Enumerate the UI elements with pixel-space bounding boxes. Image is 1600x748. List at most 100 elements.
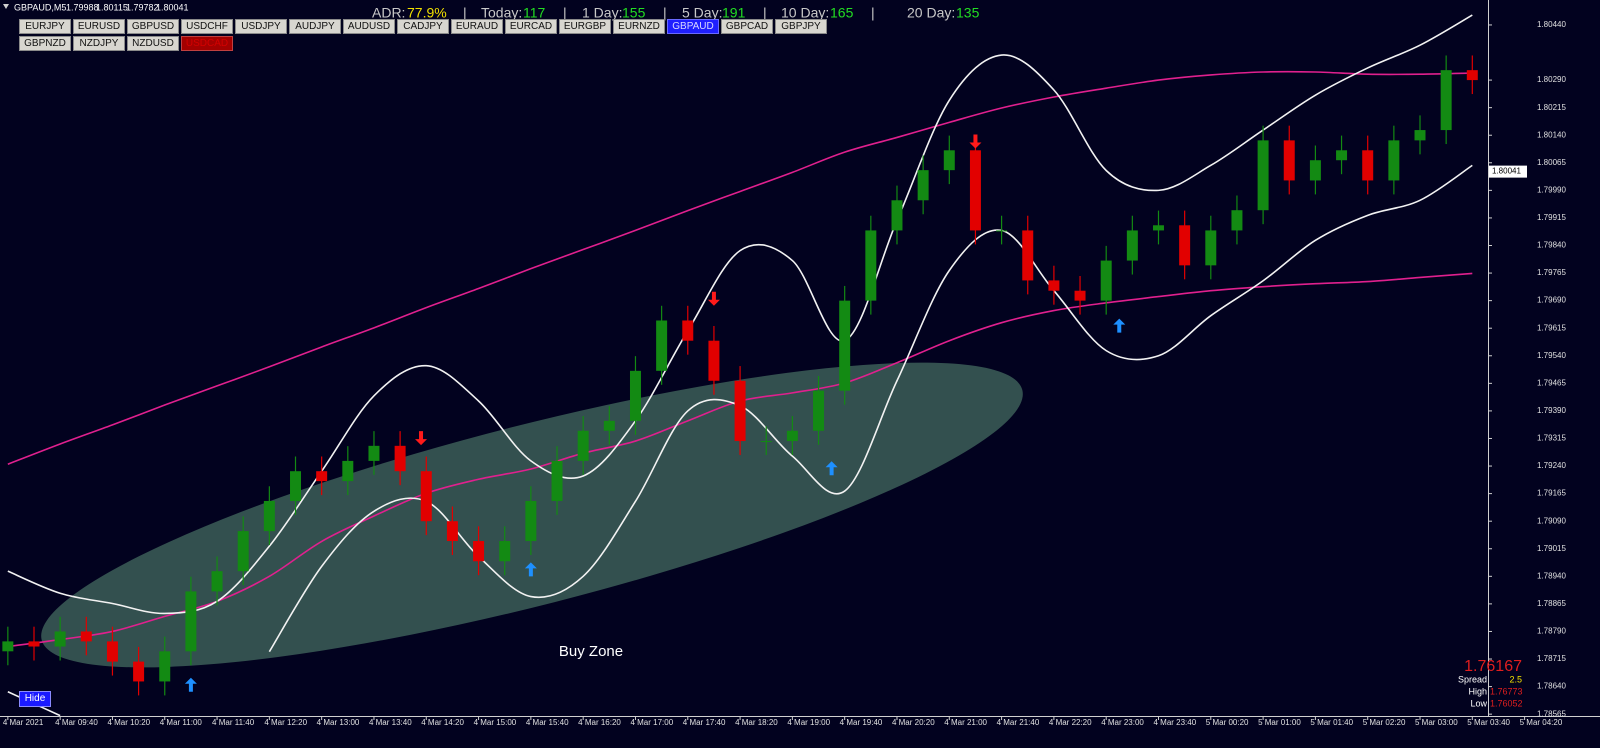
buy-signal (184, 677, 197, 692)
x-tick-label: 4 Mar 20:20 (892, 718, 935, 727)
symbol-button[interactable]: GBPNZD (19, 36, 71, 51)
x-tick-label: 4 Mar 17:40 (683, 718, 726, 727)
y-tick-label: 1.79240 (1537, 461, 1566, 470)
x-tick-label: 4 Mar 09:40 (55, 718, 98, 727)
candle-body (290, 471, 301, 501)
symbol-button[interactable]: GBPUSD (127, 19, 179, 34)
symbol-button-alert[interactable]: USDCAD (181, 36, 233, 51)
candle-body (211, 571, 223, 592)
y-tick-label: 1.79540 (1537, 351, 1566, 360)
candle-body (342, 460, 354, 482)
info-low-label: Low (1470, 698, 1487, 708)
symbol-button[interactable]: EURGBP (559, 19, 611, 34)
y-tick-label: 1.79615 (1537, 323, 1566, 332)
candle-body (1466, 70, 1478, 81)
candle-body (1440, 70, 1452, 131)
candle-body (446, 521, 458, 542)
symbol-button[interactable]: EURAUD (451, 19, 503, 34)
x-tick-label: 4 Mar 18:20 (735, 718, 778, 727)
candle-body (133, 661, 145, 682)
y-tick-label: 1.80290 (1537, 75, 1566, 84)
symbol-button[interactable]: EURCAD (505, 19, 557, 34)
y-tick-label: 1.79015 (1537, 544, 1566, 553)
indicator-line (7, 70, 1473, 465)
current-price-label: 1.80041 (1492, 167, 1521, 176)
x-tick-label: 5 Mar 02:20 (1363, 718, 1406, 727)
y-tick-label: 1.80440 (1537, 20, 1566, 29)
adr-value: 191 (722, 5, 746, 21)
symbol-button[interactable]: AUDUSD (343, 19, 395, 34)
adr-label: 1 Day: (582, 5, 622, 21)
adr-label: 10 Day: (781, 5, 829, 21)
buy-signal (524, 562, 537, 577)
x-tick-label: 4 Mar 10:20 (107, 718, 150, 727)
x-tick-label: 4 Mar 11:00 (160, 718, 203, 727)
candle-body (473, 541, 485, 562)
candle-body (1309, 160, 1321, 181)
x-tick-label: 5 Mar 01:40 (1310, 718, 1353, 727)
axes: 1.80440 1.80290 1.80215 1.80140 1.80065 1.799… (3, 20, 1567, 727)
info-high: 1.76773 (1490, 686, 1523, 696)
adr-value: 117 (523, 5, 546, 21)
ohlc-low: 1.79782 (126, 2, 159, 12)
x-tick-label: 4 Mar 2021 (3, 718, 44, 727)
x-tick-label: 4 Mar 13:40 (369, 718, 412, 727)
sell-signal (415, 431, 428, 446)
y-tick-label: 1.79315 (1537, 434, 1566, 443)
y-tick-label: 1.79390 (1537, 406, 1566, 415)
symbol-button[interactable]: USDJPY (235, 19, 287, 34)
buy-zone-label: Buy Zone (559, 643, 623, 660)
candle-body (499, 541, 511, 562)
symbol-button[interactable]: GBPJPY (775, 19, 827, 34)
candle-body (420, 471, 432, 522)
x-tick-label: 4 Mar 15:00 (474, 718, 517, 727)
adr-separator: | (563, 5, 567, 21)
x-tick-label: 4 Mar 22:20 (1049, 718, 1092, 727)
adr-bar: ADR: 77.9% | Today: 117 | 1 Day: 155 | 5… (372, 5, 980, 21)
y-tick-label: 1.80065 (1537, 158, 1566, 167)
candle-body (525, 500, 537, 542)
candle-body (577, 430, 589, 461)
candle-body (28, 641, 40, 647)
candle-body (786, 430, 798, 442)
ohlc-close: 1.80041 (156, 2, 189, 12)
symbol-button[interactable]: USDCHF (181, 19, 233, 34)
candle-body (865, 230, 877, 301)
candle-body (54, 631, 66, 647)
candle-body (551, 460, 563, 501)
symbol-button-active[interactable]: GBPAUD (667, 19, 719, 34)
candle-body (917, 170, 929, 201)
symbol-button[interactable]: EURUSD (73, 19, 125, 34)
x-tick-label: 4 Mar 23:40 (1153, 718, 1196, 727)
symbol-button[interactable]: GBPCAD (721, 19, 773, 34)
x-tick-label: 4 Mar 21:40 (997, 718, 1040, 727)
symbol-button[interactable]: AUDJPY (289, 19, 341, 34)
info-price: 1.76167 (1464, 658, 1522, 675)
adr-value: 77.9% (407, 5, 447, 21)
hide-button[interactable]: Hide (19, 691, 51, 707)
adr-separator: | (663, 5, 667, 21)
candle-body (891, 200, 903, 231)
adr-separator: | (463, 5, 467, 21)
candle-body (394, 445, 406, 472)
y-tick-label: 1.79165 (1537, 489, 1566, 498)
x-tick-label: 5 Mar 04:20 (1520, 718, 1563, 727)
symbol-button[interactable]: EURJPY (19, 19, 71, 34)
candle-body (1126, 230, 1138, 261)
symbol-button[interactable]: NZDJPY (73, 36, 125, 51)
candle-body (760, 441, 772, 443)
symbol-button[interactable]: EURNZD (613, 19, 665, 34)
candle-body (1257, 140, 1269, 211)
sell-signal (707, 291, 720, 306)
x-tick-label: 5 Mar 01:00 (1258, 718, 1301, 727)
adr-value: 155 (622, 5, 646, 21)
symbol-button[interactable]: NZDUSD (127, 36, 179, 51)
candle-body (708, 340, 720, 381)
y-tick-label: 1.78715 (1537, 654, 1566, 663)
x-tick-label: 4 Mar 19:40 (840, 718, 883, 727)
symbol-button[interactable]: CADJPY (397, 19, 449, 34)
x-tick-label: 5 Mar 03:00 (1415, 718, 1458, 727)
candle-body (1022, 230, 1034, 281)
y-tick-label: 1.79840 (1537, 241, 1566, 250)
